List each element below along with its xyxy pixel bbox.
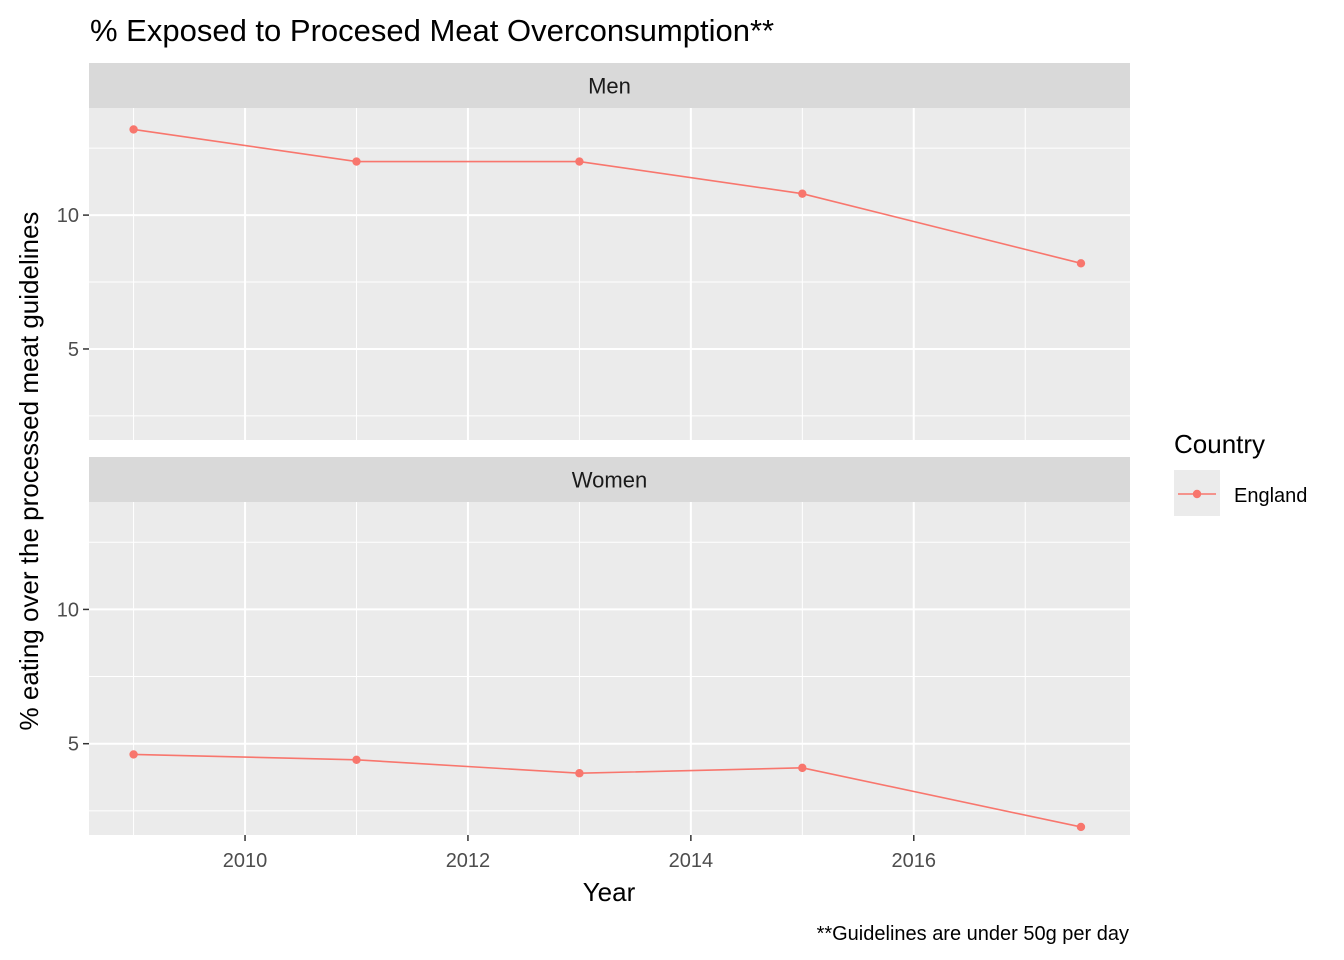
data-point [798, 189, 807, 198]
x-axis: 2010 2012 2014 2016 [223, 835, 936, 872]
data-point [1076, 822, 1086, 832]
data-point [575, 157, 584, 166]
data-point [798, 763, 807, 773]
x-tick-label: 2016 [892, 850, 937, 872]
data-point [129, 125, 138, 134]
strip-background [89, 457, 1130, 502]
legend-key-point [1192, 489, 1202, 499]
x-tick-label: 2010 [223, 850, 268, 872]
panel-background [89, 502, 1130, 835]
data-point [575, 769, 584, 778]
strip-label: Women [572, 468, 647, 493]
y-tick-label: 5 [68, 339, 79, 361]
legend-label-england: England [1234, 485, 1307, 507]
panel-background [89, 108, 1130, 440]
data-point [129, 750, 138, 759]
y-tick-label: 10 [57, 599, 79, 621]
y-tick-label: 5 [68, 734, 79, 756]
data-point [352, 755, 361, 765]
data-point [352, 157, 361, 166]
facet-panels: Men 5 10 Women 5 10 [57, 63, 1130, 835]
strip-label: Men [588, 74, 631, 99]
caption: **Guidelines are under 50g per day [817, 923, 1129, 945]
legend: Country England [1174, 429, 1307, 516]
panel-women: Women 5 10 [57, 457, 1130, 835]
chart-title: % Exposed to Procesed Meat Overconsumpti… [90, 13, 774, 48]
x-tick-label: 2014 [669, 850, 714, 872]
x-axis-title: Year [583, 877, 636, 907]
panel-men: Men 5 10 [57, 63, 1130, 440]
x-tick-label: 2012 [446, 850, 491, 872]
strip-background [89, 63, 1130, 108]
data-point [1076, 259, 1086, 268]
y-tick-label: 10 [57, 205, 79, 227]
legend-title: Country [1174, 429, 1265, 459]
y-axis-title: % eating over the processed meat guideli… [14, 212, 44, 731]
